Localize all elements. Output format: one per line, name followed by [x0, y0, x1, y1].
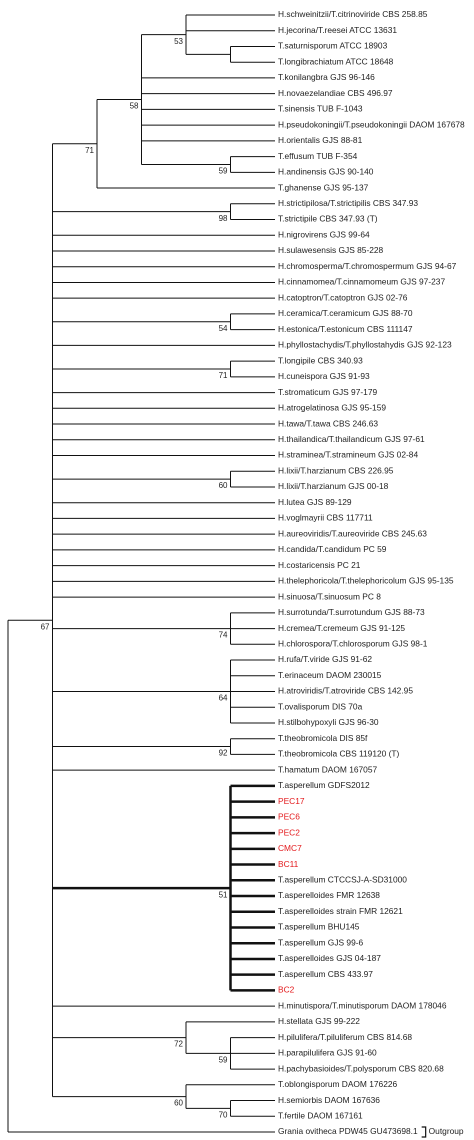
leaf-label: T.sinensis TUB F-1043 — [278, 104, 363, 114]
leaf-label: H.semiorbis DAOM 167636 — [278, 1095, 380, 1105]
leaf-label: T.hamatum DAOM 167057 — [278, 764, 377, 774]
support-value: 51 — [219, 890, 228, 899]
leaf-label: H.cinnamomea/T.cinnamomeum GJS 97-237 — [278, 277, 445, 287]
leaf-label: H.aureoviridis/T.aureoviride CBS 245.63 — [278, 528, 427, 538]
leaf-label: H.cuneispora GJS 91-93 — [278, 371, 370, 381]
support-value: 58 — [130, 102, 139, 111]
leaf-label: H.strictipilosa/T.strictipilis CBS 347.9… — [278, 198, 418, 208]
leaf-label: T.saturnisporum ATCC 18903 — [278, 41, 388, 51]
leaf-label: H.novaezelandiae CBS 496.97 — [278, 88, 393, 98]
leaf-label: BC11 — [278, 859, 299, 869]
leaf-label: T.asperelloides FMR 12638 — [278, 890, 380, 900]
leaf-label: T.strictipile CBS 347.93 (T) — [278, 214, 378, 224]
leaf-label: H.jecorina/T.reesei ATCC 13631 — [278, 25, 397, 35]
leaf-label: T.asperellum BHU145 — [278, 922, 360, 932]
leaf-label: H.atrogelatinosa GJS 95-159 — [278, 403, 386, 413]
leaf-label: H.lixii/T.harzianum CBS 226.95 — [278, 465, 394, 475]
leaf-label: T.asperellum CBS 433.97 — [278, 969, 373, 979]
leaf-label: H.andinensis GJS 90-140 — [278, 167, 374, 177]
leaf-label: T.theobromicola CBS 119120 (T) — [278, 749, 400, 759]
support-value: 59 — [219, 1055, 228, 1064]
leaf-label: H.phyllostachydis/T.phyllostahydis GJS 9… — [278, 340, 452, 350]
leaf-label: H.sinuosa/T.sinuosum PC 8 — [278, 591, 381, 601]
leaf-label: H.pilulifera/T.piluliferum CBS 814.68 — [278, 1032, 412, 1042]
leaf-label: CMC7 — [278, 843, 302, 853]
leaf-label: H.pachybasioides/T.polysporum CBS 820.68 — [278, 1063, 444, 1073]
leaf-label: H.stellata GJS 99-222 — [278, 1016, 360, 1026]
leaf-label: H.parapilulifera GJS 91-60 — [278, 1048, 377, 1058]
support-value: 71 — [219, 371, 228, 380]
support-value: 64 — [219, 694, 228, 703]
leaf-label: H.surrotunda/T.surrotundum GJS 88-73 — [278, 607, 425, 617]
leaf-label: H.catoptron/T.catoptron GJS 02-76 — [278, 292, 408, 302]
leaf-label: H.pseudokoningii/T.pseudokoningii DAOM 1… — [278, 119, 465, 129]
leaf-label: T.asperellum GDFS2012 — [278, 780, 370, 790]
support-value: 60 — [219, 481, 228, 490]
leaf-label: T.stromaticum GJS 97-179 — [278, 387, 377, 397]
leaf-label: H.orientalis GJS 88-81 — [278, 135, 363, 145]
leaf-label: H.atroviridis/T.atroviride CBS 142.95 — [278, 686, 413, 696]
support-value: 74 — [219, 631, 228, 640]
leaf-label: T.erinaceum DAOM 230015 — [278, 670, 382, 680]
leaf-label: H.thelephoricola/T.thelephoricolum GJS 9… — [278, 576, 454, 586]
leaf-label: T.theobromicola DIS 85f — [278, 733, 368, 743]
leaf-label: T.asperelloides strain FMR 12621 — [278, 906, 403, 916]
leaf-label: H.lutea GJS 89-129 — [278, 497, 352, 507]
leaf-label: H.thailandica/T.thailandicum GJS 97-61 — [278, 434, 425, 444]
leaf-label: T.effusum TUB F-354 — [278, 151, 358, 161]
leaf-label: T.ghanense GJS 95-137 — [278, 182, 369, 192]
support-value: 72 — [174, 1040, 183, 1049]
support-value: 59 — [219, 167, 228, 176]
leaf-label: H.candida/T.candidum PC 59 — [278, 544, 387, 554]
leaf-label: H.ceramica/T.ceramicum GJS 88-70 — [278, 308, 413, 318]
leaf-label: T.longipile CBS 340.93 — [278, 355, 363, 365]
leaf-label: T.longibrachiatum ATCC 18648 — [278, 56, 394, 66]
leaf-label: H.straminea/T.stramineum GJS 02-84 — [278, 450, 418, 460]
leaf-label: T.konilangbra GJS 96-146 — [278, 72, 375, 82]
leaf-label: PEC6 — [278, 812, 300, 822]
leaf-label: H.schweinitzii/T.citrinoviride CBS 258.8… — [278, 9, 428, 19]
leaf-label: H.chlorospora/T.chlorosporum GJS 98-1 — [278, 639, 428, 649]
leaf-label: H.costaricensis PC 21 — [278, 560, 361, 570]
support-value: 70 — [219, 1111, 228, 1120]
leaf-label: T.asperellum GJS 99-6 — [278, 937, 364, 947]
support-value: 67 — [41, 622, 50, 631]
leaf-label: T.asperellum CTCCSJ-A-SD31000 — [278, 875, 407, 885]
leaf-label: H.chromosperma/T.chromospermum GJS 94-67 — [278, 261, 457, 271]
leaf-label: PEC2 — [278, 827, 300, 837]
support-value: 53 — [174, 37, 183, 46]
leaf-label: H.estonica/T.estonicum CBS 111147 — [278, 324, 413, 334]
leaf-label: H.cremea/T.cremeum GJS 91-125 — [278, 623, 405, 633]
support-value: 71 — [85, 146, 94, 155]
support-value: 92 — [219, 749, 228, 758]
leaf-label: H.tawa/T.tawa CBS 246.63 — [278, 418, 378, 428]
leaf-label: T.oblongisporum DAOM 176226 — [278, 1079, 398, 1089]
leaf-label: H.stilbohypoxyli GJS 96-30 — [278, 717, 379, 727]
leaf-label: H.lixii/T.harzianum GJS 00-18 — [278, 481, 389, 491]
leaf-label: H.voglmayrii CBS 117711 — [278, 513, 373, 523]
leaf-label: BC2 — [278, 985, 295, 995]
leaf-label: T.ovalisporum DIS 70a — [278, 701, 363, 711]
leaf-label: H.sulawesensis GJS 85-228 — [278, 245, 384, 255]
leaf-label: Grania ovitheca PDW45 GU473698.1 — [278, 1126, 418, 1136]
leaf-label: H.nigrovirens GJS 99-64 — [278, 229, 370, 239]
support-value: 54 — [219, 324, 228, 333]
leaf-label: PEC17 — [278, 796, 305, 806]
leaf-label: T.asperelloides GJS 04-187 — [278, 953, 381, 963]
support-value: 98 — [219, 214, 228, 223]
outgroup-bracket — [421, 1126, 427, 1138]
support-value: 60 — [174, 1099, 183, 1108]
leaf-label: H.rufa/T.viride GJS 91-62 — [278, 654, 372, 664]
leaf-label: T.fertile DAOM 167161 — [278, 1110, 363, 1120]
outgroup-label: Outgroup — [429, 1126, 464, 1136]
leaf-label: H.minutispora/T.minutisporum DAOM 178046 — [278, 1000, 447, 1010]
